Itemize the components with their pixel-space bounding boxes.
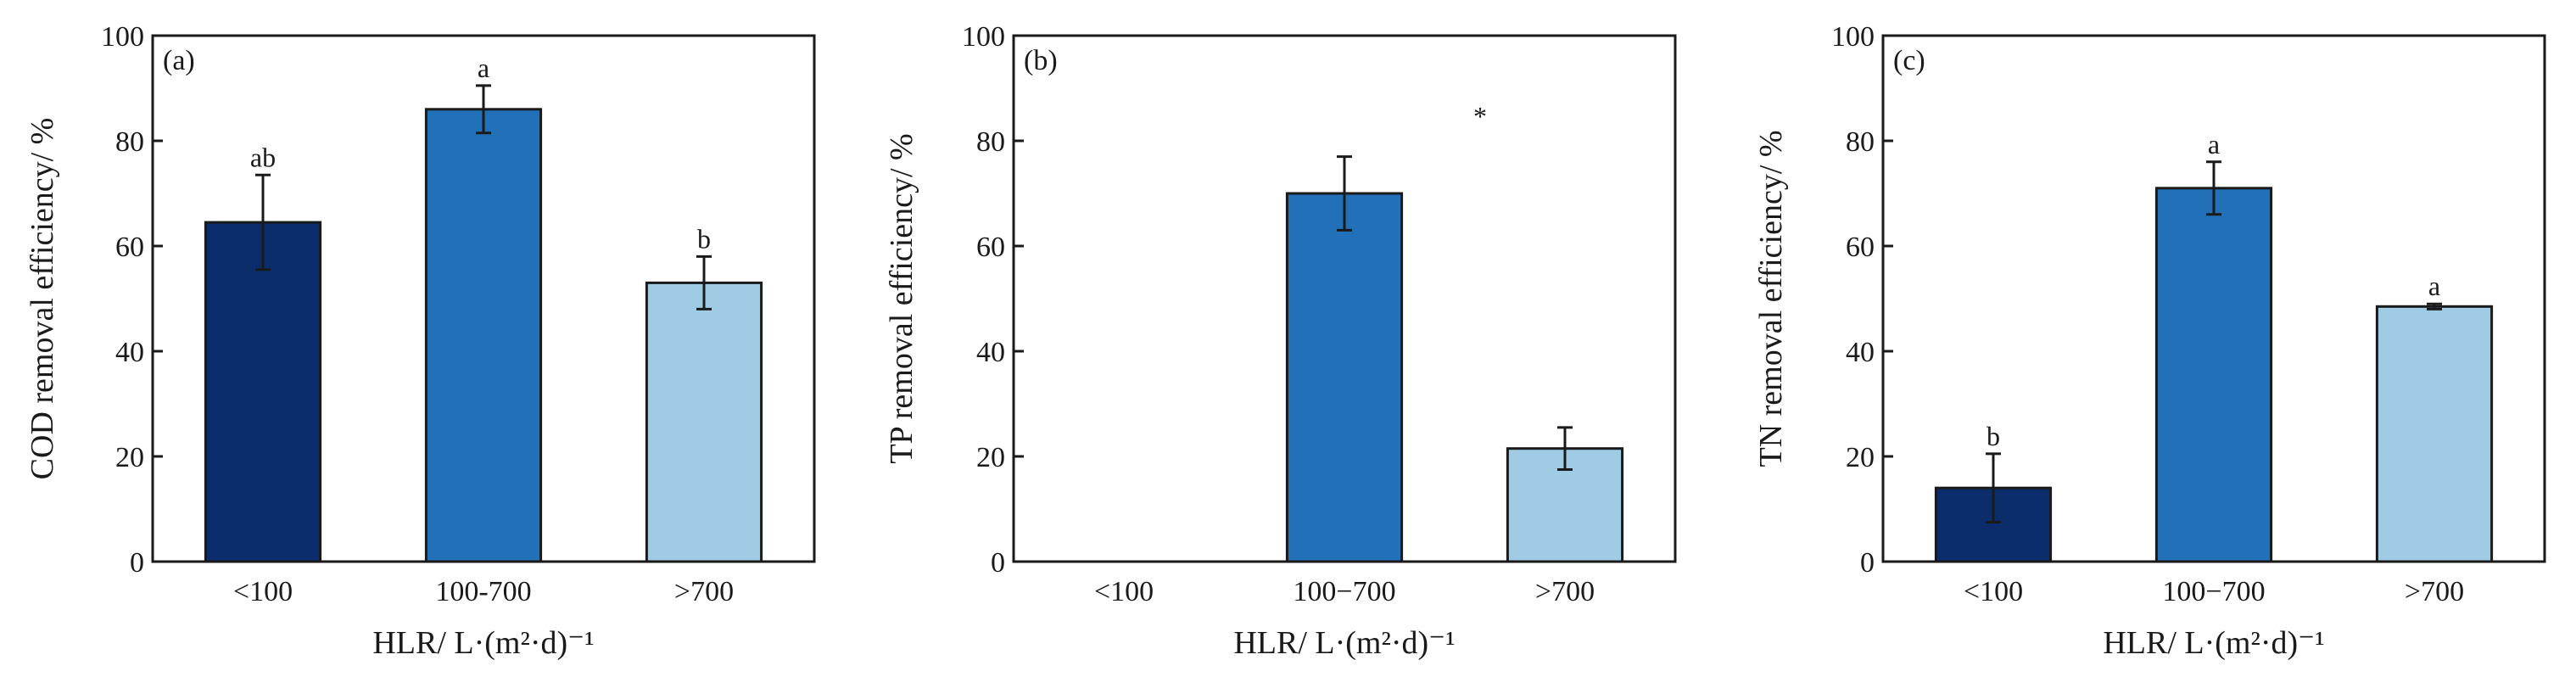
- x-tick-label-a-0: <100: [233, 576, 293, 607]
- y-tick-label-a-1: 20: [115, 442, 144, 473]
- x-tick-label-c-1: 100−700: [2162, 576, 2265, 607]
- panel-label-a: (a): [163, 45, 195, 76]
- y-tick-label-c-2: 40: [1846, 337, 1875, 368]
- panel-b: (b) TP removal efficiency/ % HLR/ L·(m²·…: [884, 21, 1677, 661]
- significance-label-c-0: b: [1986, 421, 2000, 451]
- y-tick-label-b-3: 60: [976, 232, 1005, 263]
- significance-label-c-1: a: [2208, 129, 2220, 159]
- x-tick-label-c-0: <100: [1964, 576, 2023, 607]
- panel-c: (c) TN removal efficiency/ % HLR/ L·(m²·…: [1753, 21, 2546, 661]
- x-tick-label-b-1: 100−700: [1293, 576, 1395, 607]
- bar-a-0: [204, 221, 322, 563]
- bar-c-0: [1934, 486, 2053, 563]
- bars-b: [1285, 155, 1624, 563]
- bar-c-2: [2375, 305, 2494, 563]
- panel-label-b: (b): [1024, 45, 1058, 76]
- y-ticks-c: 0 20 40 60 80 100: [1831, 21, 1893, 579]
- x-axis-label-b: HLR/ L·(m²·d)⁻¹: [1233, 625, 1455, 661]
- x-tick-label-a-1: 100-700: [435, 576, 531, 607]
- panel-label-c: (c): [1893, 45, 1925, 76]
- x-ticks-a: <100 100-700 >700: [233, 576, 734, 607]
- significance-label-a-2: b: [697, 223, 711, 254]
- y-tick-label-a-2: 40: [115, 337, 144, 368]
- y-tick-label-a-0: 0: [130, 547, 144, 579]
- y-tick-label-a-4: 80: [115, 126, 144, 158]
- significance-label-a-0: ab: [250, 142, 276, 172]
- y-ticks-a: 0 20 40 60 80 100: [101, 21, 163, 579]
- panel-a: (a) COD removal efficiency/ % HLR/ L·(m²…: [25, 21, 816, 661]
- y-tick-label-a-3: 60: [115, 232, 144, 263]
- y-ticks-b: 0 20 40 60 80 100: [962, 21, 1024, 579]
- bar-c-1: [2154, 187, 2273, 563]
- x-tick-label-b-2: >700: [1535, 576, 1595, 607]
- y-tick-label-b-5: 100: [962, 21, 1005, 53]
- x-tick-label-c-2: >700: [2405, 576, 2464, 607]
- significance-label-c-2: a: [2428, 271, 2440, 301]
- x-axis-label-c: HLR/ L·(m²·d)⁻¹: [2103, 625, 2324, 661]
- x-tick-label-b-0: <100: [1094, 576, 1154, 607]
- bar-a-1: [424, 108, 543, 563]
- significance-label-a-1: a: [478, 53, 489, 83]
- y-tick-label-b-2: 40: [976, 337, 1005, 368]
- y-tick-label-b-0: 0: [991, 547, 1005, 579]
- bar-a-2: [645, 281, 763, 563]
- significance-star-b: *: [1473, 101, 1487, 131]
- y-tick-label-a-5: 100: [101, 21, 144, 53]
- y-tick-label-b-1: 20: [976, 442, 1005, 473]
- x-axis-label-a: HLR/ L·(m²·d)⁻¹: [372, 625, 594, 661]
- x-ticks-b: <100 100−700 >700: [1094, 576, 1595, 607]
- y-axis-label-b: TP removal efficiency/ %: [884, 133, 919, 463]
- y-tick-label-c-1: 20: [1846, 442, 1875, 473]
- y-tick-label-c-0: 0: [1860, 547, 1875, 579]
- y-tick-label-c-4: 80: [1846, 126, 1875, 158]
- y-tick-label-c-5: 100: [1831, 21, 1875, 53]
- y-tick-label-b-4: 80: [976, 126, 1005, 158]
- y-axis-label-a: COD removal efficiency/ %: [25, 118, 60, 480]
- y-axis-label-c: TN removal efficiency/ %: [1753, 130, 1789, 467]
- x-ticks-c: <100 100−700 >700: [1964, 576, 2464, 607]
- bars-c: b a a: [1934, 129, 2494, 563]
- x-tick-label-a-2: >700: [674, 576, 734, 607]
- bar-b-1: [1285, 192, 1404, 563]
- y-tick-label-c-3: 60: [1846, 232, 1875, 263]
